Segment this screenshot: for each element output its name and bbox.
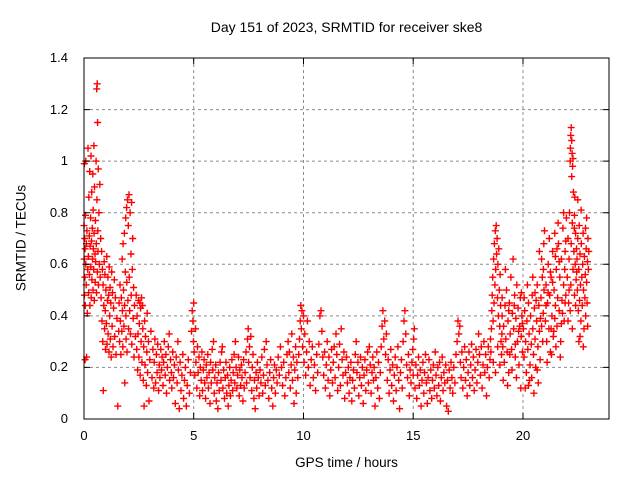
y-tick-label: 1.2 xyxy=(49,101,68,117)
y-tick-label: 0 xyxy=(60,411,68,426)
chart-title: Day 151 of 2023, SRMTID for receiver ske… xyxy=(210,19,483,35)
x-tick-label: 10 xyxy=(296,428,311,443)
plot-border xyxy=(83,57,610,420)
y-tick-label: 0.4 xyxy=(49,307,68,323)
x-tick-label: 20 xyxy=(515,428,531,443)
x-axis-label: GPS time / hours xyxy=(295,455,398,470)
y-tick-label: 1.4 xyxy=(49,50,68,65)
x-tick-label: 5 xyxy=(190,428,198,443)
y-tick-label: 0.6 xyxy=(49,256,68,272)
scatter-points xyxy=(80,80,593,415)
x-tick-label: 0 xyxy=(80,428,88,443)
y-tick-label: 0.2 xyxy=(49,359,68,375)
x-tick-label: 15 xyxy=(405,428,421,443)
y-tick-label: 1 xyxy=(60,153,68,169)
y-tick-label: 0.8 xyxy=(49,204,68,220)
y-axis-label: SRMTID / TECUs xyxy=(13,184,29,292)
